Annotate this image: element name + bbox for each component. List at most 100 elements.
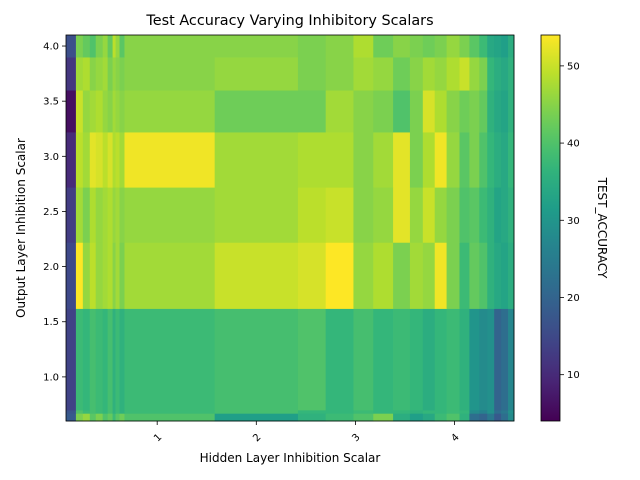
heatmap-cell — [107, 413, 113, 422]
heatmap-cell — [124, 90, 216, 133]
x-axis-label: Hidden Layer Inhibition Scalar — [200, 451, 381, 465]
heatmap-cell — [75, 308, 84, 411]
heatmap-cell — [501, 57, 509, 91]
heatmap-cell — [325, 413, 354, 422]
heatmap-cell — [75, 90, 84, 133]
heatmap-cell — [102, 35, 109, 58]
heatmap-cell — [446, 409, 460, 414]
heatmap-cell — [297, 242, 327, 309]
x-tick-label: 4 — [449, 432, 461, 444]
heatmap-cell — [214, 57, 299, 91]
heatmap-cell — [325, 35, 354, 58]
heatmap-cell — [297, 90, 327, 133]
heatmap-cell — [501, 242, 509, 309]
colorbar-tick-label: 10 — [567, 370, 580, 381]
heatmap-cell — [102, 90, 109, 133]
heatmap-cell — [501, 413, 509, 422]
heatmap-cell — [124, 413, 216, 422]
heatmap-cell — [459, 35, 470, 58]
heatmap-cell — [393, 35, 411, 58]
heatmap-cell — [107, 132, 113, 188]
heatmap-cell — [89, 132, 97, 188]
heatmap-cell — [297, 57, 327, 91]
heatmap-cell — [487, 35, 495, 58]
heatmap-cell — [82, 90, 91, 133]
heatmap-cell — [508, 409, 515, 414]
heatmap-cell — [393, 242, 411, 309]
heatmap-cells — [66, 35, 515, 422]
heatmap-cell — [434, 187, 447, 243]
heatmap-cell — [422, 409, 436, 414]
heatmap-cell — [66, 90, 77, 133]
heatmap-cell — [501, 132, 509, 188]
heatmap-cell — [112, 413, 116, 422]
heatmap-cell — [409, 35, 424, 58]
heatmap-cell — [115, 57, 120, 91]
heatmap-cell — [112, 409, 116, 414]
heatmap-cell — [393, 308, 411, 411]
heatmap-cell — [124, 57, 216, 91]
heatmap-cell — [479, 308, 488, 411]
heatmap-cell — [325, 409, 354, 414]
heatmap-cell — [89, 35, 97, 58]
heatmap-cell — [373, 132, 394, 188]
heatmap-cell — [325, 57, 354, 91]
heatmap-cell — [487, 242, 495, 309]
heatmap-cell — [66, 308, 77, 411]
heatmap-cell — [95, 187, 104, 243]
heatmap-cell — [446, 90, 460, 133]
heatmap-cell — [102, 308, 109, 411]
heatmap-cell — [119, 308, 125, 411]
heatmap-cell — [459, 132, 470, 188]
heatmap-cell — [469, 409, 480, 414]
heatmap-cell — [107, 35, 113, 58]
heatmap-cell — [75, 132, 84, 188]
heatmap-cell — [95, 35, 104, 58]
chart-title: Test Accuracy Varying Inhibitory Scalars — [145, 13, 433, 29]
heatmap-cell — [297, 308, 327, 411]
heatmap-cell — [115, 132, 120, 188]
heatmap-cell — [469, 35, 480, 58]
heatmap-cell — [487, 409, 495, 414]
heatmap-cell — [501, 187, 509, 243]
heatmap-cell — [214, 35, 299, 58]
heatmap-cell — [115, 413, 120, 422]
heatmap-cell — [409, 90, 424, 133]
heatmap-cell — [95, 409, 104, 414]
colorbar-tick-label: 40 — [567, 139, 580, 150]
heatmap-cell — [353, 132, 374, 188]
heatmap-cell — [89, 187, 97, 243]
plot-frame — [65, 34, 515, 422]
heatmap-cell — [508, 132, 515, 188]
heatmap-cell — [89, 57, 97, 91]
heatmap-cell — [446, 413, 460, 422]
heatmap-cell — [508, 242, 515, 309]
heatmap-cell — [66, 187, 77, 243]
heatmap-cell — [487, 132, 495, 188]
heatmap-cell — [459, 57, 470, 91]
heatmap-cell — [494, 409, 502, 414]
heatmap-cell — [469, 57, 480, 91]
heatmap-cell — [107, 90, 113, 133]
heatmap-cell — [297, 35, 327, 58]
heatmap-cell — [102, 187, 109, 243]
heatmap-cell — [82, 242, 91, 309]
heatmap-cell — [501, 308, 509, 411]
heatmap-cell — [479, 242, 488, 309]
colorbar-tick-label: 20 — [567, 293, 580, 304]
heatmap-cell — [214, 90, 299, 133]
heatmap-cell — [469, 187, 480, 243]
heatmap-cell — [112, 242, 116, 309]
colorbar-tick-label: 30 — [567, 216, 580, 227]
heatmap-cell — [409, 242, 424, 309]
heatmap-cell — [75, 35, 84, 58]
heatmap-cell — [95, 242, 104, 309]
x-tick-label: 1 — [152, 432, 164, 444]
heatmap-cell — [66, 242, 77, 309]
heatmap-cell — [373, 413, 394, 422]
heatmap-cell — [446, 187, 460, 243]
heatmap-cell — [325, 90, 354, 133]
heatmap-cell — [82, 409, 91, 414]
heatmap-cell — [422, 35, 436, 58]
heatmap-cell — [393, 57, 411, 91]
